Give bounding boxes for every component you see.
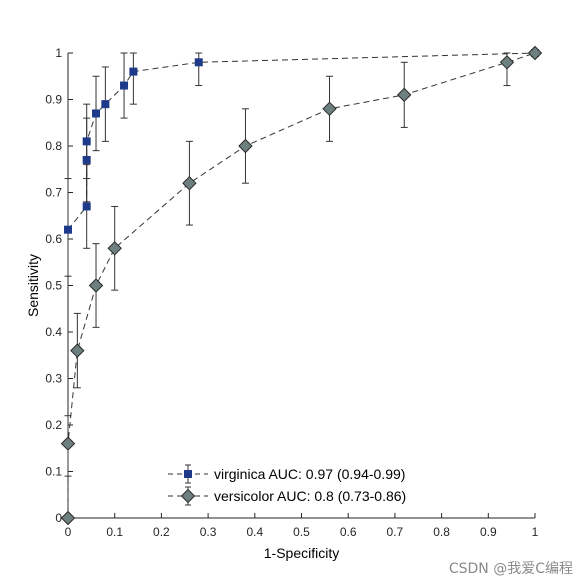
data-point xyxy=(107,241,122,256)
data-point xyxy=(88,278,104,293)
y-tick-label: 0.8 xyxy=(45,139,62,153)
x-tick-label: 0.3 xyxy=(200,525,217,539)
y-tick-label: 0.2 xyxy=(45,418,62,432)
y-tick-label: 0.7 xyxy=(45,186,62,200)
y-tick-label: 0.3 xyxy=(45,372,62,386)
y-tick-label: 0.6 xyxy=(45,232,62,246)
legend-marker xyxy=(180,488,196,504)
y-tick-label: 0.9 xyxy=(45,93,62,107)
legend-entry-1: versicolor AUC: 0.8 (0.73-0.86) xyxy=(168,486,406,506)
series-0 xyxy=(64,49,539,277)
legend-marker xyxy=(184,470,192,478)
data-point xyxy=(129,67,138,76)
y-tick-label: 1 xyxy=(55,46,62,60)
axes: 0 0.1 0.2 0.3 0.4 0.5 0.6 0.7 0.8 0.9 1 0 0.1 0.2 0.3 0… xyxy=(25,46,539,561)
series-1 xyxy=(60,45,543,526)
x-tick-label: 0 xyxy=(65,525,72,539)
data-point xyxy=(499,55,515,70)
x-tick-label: 0.7 xyxy=(387,525,404,539)
x-tick-label: 0.5 xyxy=(293,525,310,539)
data-point xyxy=(120,81,129,90)
data-point xyxy=(397,87,412,103)
data-point xyxy=(238,138,253,154)
watermark: CSDN @我爱C编程 xyxy=(448,561,573,577)
series-line xyxy=(67,52,536,518)
x-tick-label: 0.9 xyxy=(480,525,497,539)
legend: virginica AUC: 0.97 (0.94-0.99) versicolo… xyxy=(168,464,406,506)
y-tick-label: 0.5 xyxy=(45,279,62,293)
data-point xyxy=(60,510,76,526)
x-tick-label: 0.2 xyxy=(153,525,170,539)
data-point xyxy=(92,109,101,118)
data-point xyxy=(322,101,337,117)
legend-label: virginica AUC: 0.97 (0.94-0.99) xyxy=(214,466,405,482)
y-tick-label: 0.4 xyxy=(45,325,62,339)
series-layer xyxy=(60,45,543,526)
y-axis-title: Sensitivity xyxy=(25,254,41,317)
x-axis-title: 1-Specificity xyxy=(264,545,339,561)
x-tick-label: 0.6 xyxy=(340,525,357,539)
data-point xyxy=(64,225,72,234)
y-tick-label: 0.1 xyxy=(45,465,62,479)
data-point xyxy=(82,202,91,211)
legend-label: versicolor AUC: 0.8 (0.73-0.86) xyxy=(214,488,406,504)
data-point xyxy=(527,45,543,61)
data-point xyxy=(182,175,197,191)
x-tick-label: 0.8 xyxy=(433,525,450,539)
x-tick-label: 0.1 xyxy=(106,525,123,539)
data-point xyxy=(82,137,91,146)
legend-entry-0: virginica AUC: 0.97 (0.94-0.99) xyxy=(168,464,405,484)
data-point xyxy=(194,58,203,67)
data-point xyxy=(101,100,110,109)
series-line xyxy=(67,52,536,231)
x-tick-label: 0.4 xyxy=(246,525,263,539)
y-tick-label: 0 xyxy=(55,511,62,525)
data-point xyxy=(70,343,85,358)
data-point xyxy=(82,155,91,164)
data-point xyxy=(60,436,76,451)
x-tick-label: 1 xyxy=(532,525,539,539)
